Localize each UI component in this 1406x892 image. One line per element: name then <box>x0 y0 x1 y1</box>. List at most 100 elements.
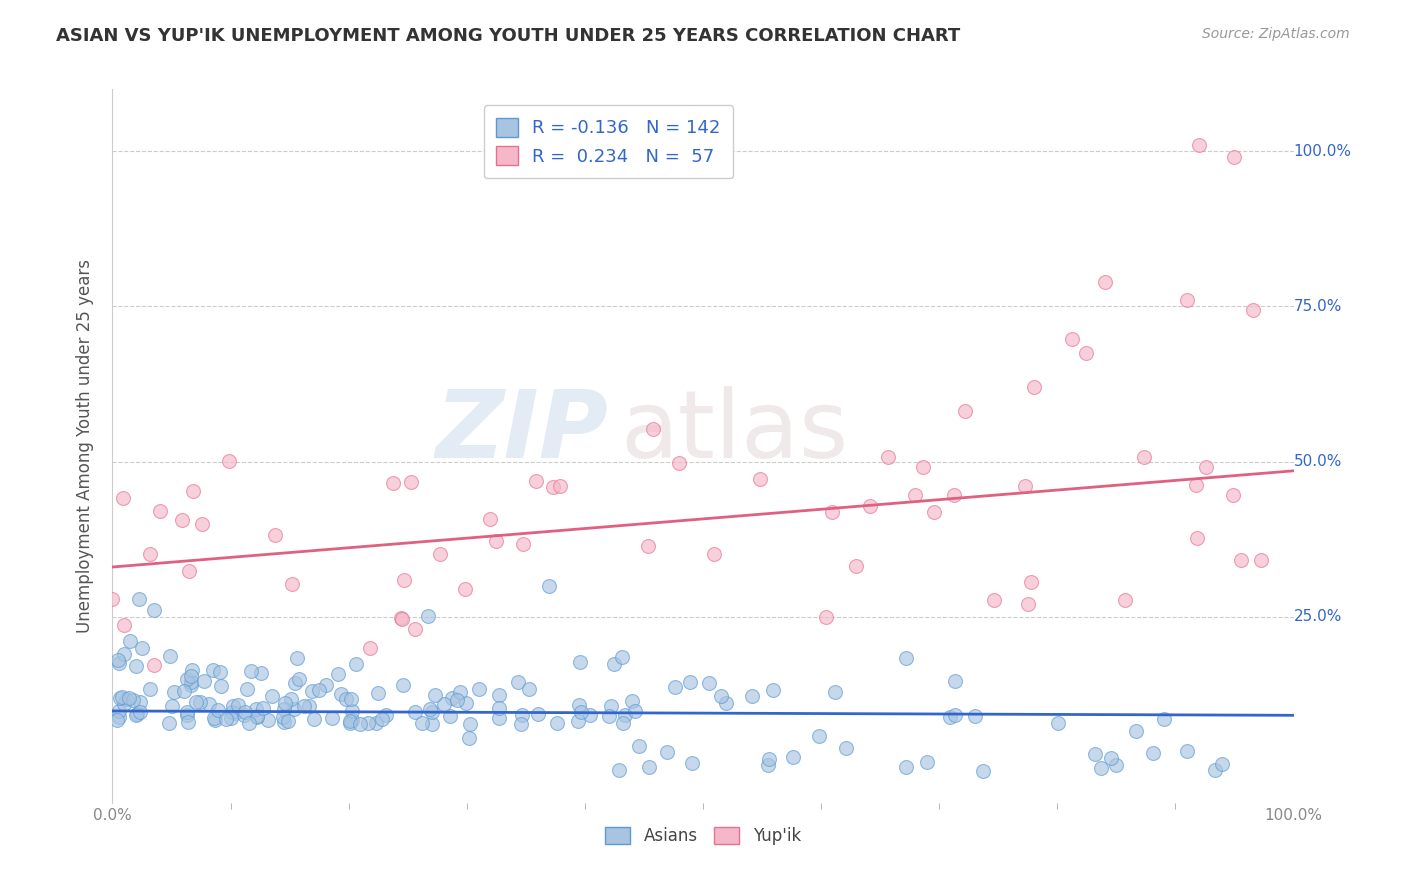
Point <box>446 693 468 707</box>
Point <box>915 756 938 770</box>
Point <box>281 577 304 591</box>
Point <box>510 707 533 722</box>
Point <box>963 709 986 723</box>
Point <box>181 483 204 498</box>
Point <box>894 651 917 665</box>
Point <box>429 548 451 562</box>
Legend: Asians, Yup'ik: Asians, Yup'ik <box>599 820 807 852</box>
Point <box>157 715 180 730</box>
Point <box>668 456 690 470</box>
Point <box>339 715 361 730</box>
Point <box>1014 478 1036 492</box>
Text: 75.0%: 75.0% <box>1294 299 1341 314</box>
Point <box>239 664 262 678</box>
Point <box>114 691 136 706</box>
Point <box>252 701 274 715</box>
Point <box>567 714 589 728</box>
Point <box>526 706 548 721</box>
Y-axis label: Unemployment Among Youth under 25 years: Unemployment Among Youth under 25 years <box>76 259 94 633</box>
Point <box>953 404 976 418</box>
Point <box>271 710 294 724</box>
Point <box>624 704 647 718</box>
Point <box>972 764 994 778</box>
Text: 50.0%: 50.0% <box>1294 454 1341 469</box>
Point <box>274 696 297 710</box>
Point <box>108 656 131 670</box>
Point <box>179 564 201 578</box>
Point <box>509 716 531 731</box>
Point <box>273 702 295 716</box>
Text: Source: ZipAtlas.com: Source: ZipAtlas.com <box>1202 27 1350 41</box>
Point <box>131 640 153 655</box>
Point <box>598 708 620 723</box>
Point <box>749 472 772 486</box>
Point <box>983 592 1005 607</box>
Point <box>184 695 207 709</box>
Point <box>180 669 202 683</box>
Point <box>488 701 510 715</box>
Point <box>782 749 804 764</box>
Point <box>1084 747 1107 761</box>
Point <box>142 658 165 673</box>
Point <box>101 591 124 606</box>
Point <box>488 688 510 702</box>
Point <box>681 756 703 770</box>
Point <box>218 453 240 467</box>
Point <box>112 617 135 632</box>
Point <box>111 690 134 705</box>
Point <box>125 707 148 722</box>
Point <box>170 513 193 527</box>
Point <box>568 655 591 669</box>
Point <box>349 717 371 731</box>
Point <box>221 705 243 719</box>
Point <box>571 705 593 719</box>
Point <box>315 678 337 692</box>
Point <box>391 612 413 626</box>
Point <box>1175 293 1198 308</box>
Point <box>664 680 686 694</box>
Point <box>612 649 634 664</box>
Point <box>176 708 198 723</box>
Point <box>1195 460 1218 475</box>
Point <box>233 708 256 723</box>
Point <box>607 764 630 778</box>
Point <box>226 698 249 712</box>
Point <box>703 547 725 561</box>
Point <box>173 683 195 698</box>
Point <box>458 716 481 731</box>
Point <box>512 537 534 551</box>
Point <box>859 499 882 513</box>
Point <box>201 663 224 677</box>
Point <box>439 708 461 723</box>
Point <box>943 708 966 723</box>
Point <box>614 708 637 723</box>
Point <box>125 659 148 673</box>
Point <box>710 689 733 703</box>
Point <box>568 698 591 712</box>
Point <box>1250 553 1272 567</box>
Point <box>176 705 198 719</box>
Point <box>246 709 269 723</box>
Point <box>222 699 245 714</box>
Point <box>1017 597 1039 611</box>
Point <box>246 710 269 724</box>
Point <box>335 692 357 706</box>
Point <box>357 715 380 730</box>
Point <box>1133 450 1156 465</box>
Point <box>1222 488 1244 502</box>
Point <box>603 657 626 671</box>
Point <box>256 713 278 727</box>
Point <box>382 475 405 490</box>
Point <box>359 640 381 655</box>
Point <box>440 690 463 705</box>
Point <box>118 690 141 705</box>
Point <box>1104 758 1126 772</box>
Point <box>404 622 426 636</box>
Point <box>420 717 443 731</box>
Point <box>411 716 433 731</box>
Point <box>1142 746 1164 760</box>
Point <box>280 692 302 706</box>
Point <box>308 683 330 698</box>
Point <box>111 491 134 505</box>
Point <box>1090 761 1112 775</box>
